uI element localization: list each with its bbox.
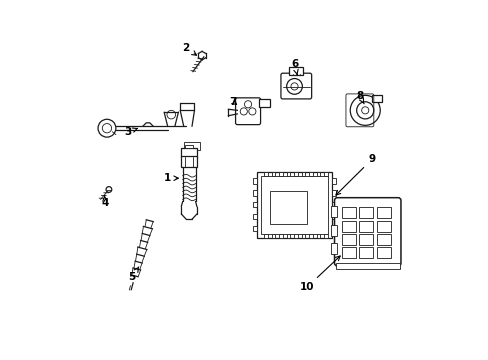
Bar: [301, 234, 305, 238]
Bar: [252, 202, 257, 207]
Bar: [359, 247, 373, 258]
Bar: [301, 172, 305, 176]
Text: 6: 6: [290, 59, 298, 75]
Circle shape: [356, 102, 373, 119]
Bar: [324, 172, 327, 176]
Circle shape: [166, 111, 175, 119]
Bar: [376, 234, 390, 245]
FancyBboxPatch shape: [235, 98, 260, 125]
Circle shape: [102, 123, 111, 133]
Bar: [183, 143, 200, 150]
Bar: [316, 234, 320, 238]
Bar: [376, 221, 390, 231]
Circle shape: [248, 108, 255, 115]
Text: 8: 8: [356, 91, 364, 104]
Bar: [341, 221, 355, 231]
Bar: [330, 206, 337, 217]
Bar: [264, 234, 267, 238]
Bar: [308, 172, 312, 176]
Text: 3: 3: [124, 127, 137, 137]
Bar: [279, 172, 282, 176]
Bar: [376, 247, 390, 258]
Bar: [359, 207, 373, 218]
Circle shape: [106, 186, 112, 192]
Bar: [324, 234, 327, 238]
Bar: [288, 67, 303, 75]
Bar: [330, 243, 337, 254]
Bar: [184, 145, 193, 148]
Bar: [252, 179, 257, 184]
Bar: [316, 172, 320, 176]
Bar: [269, 191, 306, 224]
Bar: [331, 190, 336, 195]
Bar: [264, 172, 267, 176]
Bar: [330, 225, 337, 235]
Bar: [252, 226, 257, 231]
Bar: [257, 172, 331, 238]
Text: 1: 1: [163, 173, 178, 183]
Bar: [359, 221, 373, 231]
Bar: [335, 263, 399, 270]
Text: 7: 7: [229, 97, 237, 107]
Bar: [331, 214, 336, 219]
Bar: [308, 234, 312, 238]
Bar: [341, 247, 355, 258]
Bar: [252, 190, 257, 195]
Bar: [371, 95, 382, 103]
Bar: [286, 172, 290, 176]
Bar: [294, 234, 297, 238]
FancyBboxPatch shape: [281, 73, 311, 99]
Bar: [271, 234, 275, 238]
Bar: [181, 157, 197, 167]
FancyBboxPatch shape: [334, 198, 400, 266]
Text: 4: 4: [102, 195, 109, 208]
Text: 2: 2: [182, 43, 196, 55]
Text: 5: 5: [128, 267, 139, 282]
Circle shape: [361, 107, 368, 114]
Bar: [252, 214, 257, 219]
Bar: [341, 234, 355, 245]
Bar: [359, 234, 373, 245]
Text: 10: 10: [299, 256, 340, 292]
Circle shape: [290, 83, 298, 90]
Bar: [294, 172, 297, 176]
Bar: [181, 148, 197, 157]
Bar: [258, 99, 269, 107]
Circle shape: [244, 101, 251, 108]
Circle shape: [349, 95, 380, 125]
Bar: [331, 179, 336, 184]
Circle shape: [240, 108, 247, 115]
Circle shape: [286, 78, 302, 94]
Bar: [271, 172, 275, 176]
Bar: [341, 207, 355, 218]
Bar: [331, 226, 336, 231]
Bar: [279, 234, 282, 238]
Text: 9: 9: [335, 154, 375, 195]
Bar: [331, 202, 336, 207]
Bar: [376, 207, 390, 218]
Bar: [286, 234, 290, 238]
Bar: [261, 176, 327, 234]
Circle shape: [98, 119, 116, 137]
